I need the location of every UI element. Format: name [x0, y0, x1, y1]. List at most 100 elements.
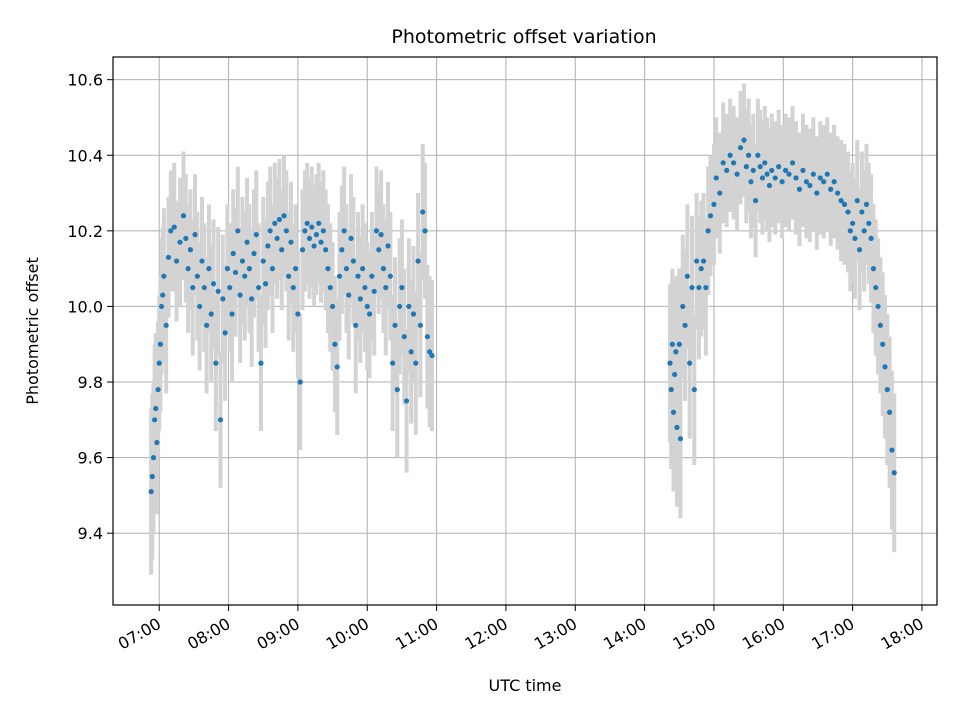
y-tick-label: 10.4 [67, 146, 103, 165]
data-point [397, 303, 403, 310]
data-point [192, 232, 198, 238]
data-point [329, 303, 336, 310]
data-point [847, 228, 853, 234]
data-point [357, 296, 363, 302]
data-point [171, 224, 177, 230]
data-point [299, 247, 306, 253]
data-point [424, 334, 430, 340]
point-layer [148, 137, 897, 495]
data-point [796, 186, 803, 192]
x-axis-label: UTC time [489, 676, 562, 695]
data-point [199, 258, 205, 264]
data-point [668, 386, 674, 393]
data-point [884, 386, 890, 393]
data-point [246, 266, 252, 272]
data-point [187, 247, 194, 253]
data-point [155, 386, 161, 393]
plot-frame [112, 56, 938, 606]
data-point [334, 364, 340, 370]
data-point [190, 284, 196, 291]
data-point [235, 228, 241, 234]
grid-layer [113, 57, 937, 605]
data-point [165, 254, 172, 260]
data-point [297, 379, 303, 385]
data-point [154, 439, 160, 446]
data-point [269, 266, 276, 272]
data-point [863, 201, 870, 207]
data-point [682, 322, 688, 328]
data-point [152, 417, 158, 423]
data-point [807, 182, 813, 189]
data-point [786, 171, 792, 177]
data-point [401, 334, 407, 340]
data-point [242, 273, 248, 279]
data-point [313, 232, 319, 238]
data-point [852, 235, 858, 242]
data-point [276, 216, 283, 223]
data-point [698, 266, 704, 272]
data-point [755, 152, 761, 158]
data-point [394, 386, 400, 393]
data-point [835, 190, 841, 196]
data-point [149, 473, 155, 480]
data-point [274, 235, 280, 242]
data-point [320, 228, 326, 234]
data-point [318, 239, 324, 245]
data-point [283, 228, 289, 234]
y-tick-label: 9.6 [78, 449, 103, 468]
data-point [348, 235, 354, 242]
data-point [156, 360, 162, 366]
data-point [249, 296, 255, 302]
data-point [838, 198, 844, 204]
data-point [667, 360, 673, 366]
data-point [670, 409, 677, 415]
data-point [215, 288, 221, 294]
data-point [828, 186, 834, 192]
data-point [415, 258, 421, 264]
data-point [854, 198, 860, 204]
data-point [743, 164, 749, 170]
data-point [691, 386, 697, 393]
data-point [406, 303, 412, 310]
data-point [332, 341, 338, 347]
data-point [237, 292, 243, 298]
data-point [173, 258, 180, 264]
data-point [244, 239, 250, 245]
data-point [408, 349, 414, 355]
data-point [185, 266, 191, 272]
data-point [674, 424, 680, 430]
data-point [366, 311, 373, 317]
data-point [213, 360, 219, 366]
data-point [197, 303, 203, 310]
data-point [727, 152, 733, 158]
data-point [713, 175, 719, 181]
data-point [422, 228, 428, 234]
data-point [427, 349, 433, 355]
data-point [311, 243, 317, 249]
data-point [201, 284, 207, 291]
data-point [253, 232, 259, 238]
data-point [748, 179, 754, 185]
data-point [717, 190, 723, 196]
data-point [267, 228, 273, 234]
data-point [387, 273, 393, 279]
data-point [861, 228, 867, 234]
data-point [339, 247, 345, 253]
data-point [258, 360, 264, 366]
data-point [687, 360, 693, 366]
data-point [779, 179, 785, 185]
y-tick-label: 9.4 [78, 524, 103, 543]
data-point [866, 220, 872, 226]
data-point [229, 311, 235, 317]
data-point [360, 266, 366, 272]
data-point [831, 179, 837, 185]
data-point [224, 266, 231, 272]
data-point [696, 284, 702, 291]
data-point [325, 266, 331, 272]
data-point [766, 182, 773, 189]
data-point [390, 360, 396, 366]
data-point [776, 164, 782, 170]
data-point [694, 258, 700, 264]
data-point [239, 258, 246, 264]
data-point [371, 288, 377, 294]
